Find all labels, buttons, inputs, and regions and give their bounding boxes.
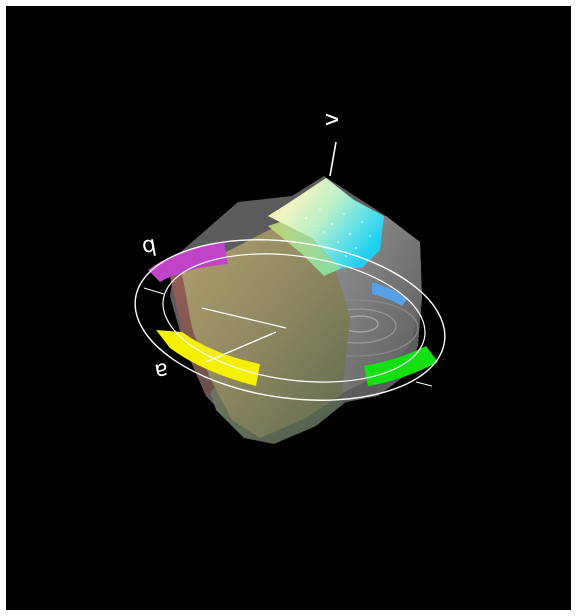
solid-top-face	[268, 178, 384, 268]
axis-label-b: b	[140, 233, 158, 260]
hue-ring-outer	[134, 239, 446, 401]
top-face-speckles	[304, 209, 371, 257]
axis-label-v: v	[319, 113, 344, 126]
solid-ridge-band	[268, 218, 342, 276]
axis-b-line	[201, 307, 287, 329]
solid-front-face	[182, 218, 350, 438]
ring-segment-magenta	[148, 242, 228, 282]
axis-label-a: a	[153, 357, 171, 384]
axis-a-line	[205, 331, 277, 363]
ring-tick-2	[415, 381, 433, 387]
hue-ring-inner	[162, 253, 426, 383]
vertical-axis	[329, 141, 337, 177]
color-solid-3d-scene[interactable]: v b a	[6, 6, 571, 610]
ring-tick-1	[143, 287, 165, 295]
viewer-canvas[interactable]: v b a	[6, 6, 571, 610]
ring-segment-yellow	[156, 330, 260, 386]
ring-segment-blue	[372, 282, 408, 306]
